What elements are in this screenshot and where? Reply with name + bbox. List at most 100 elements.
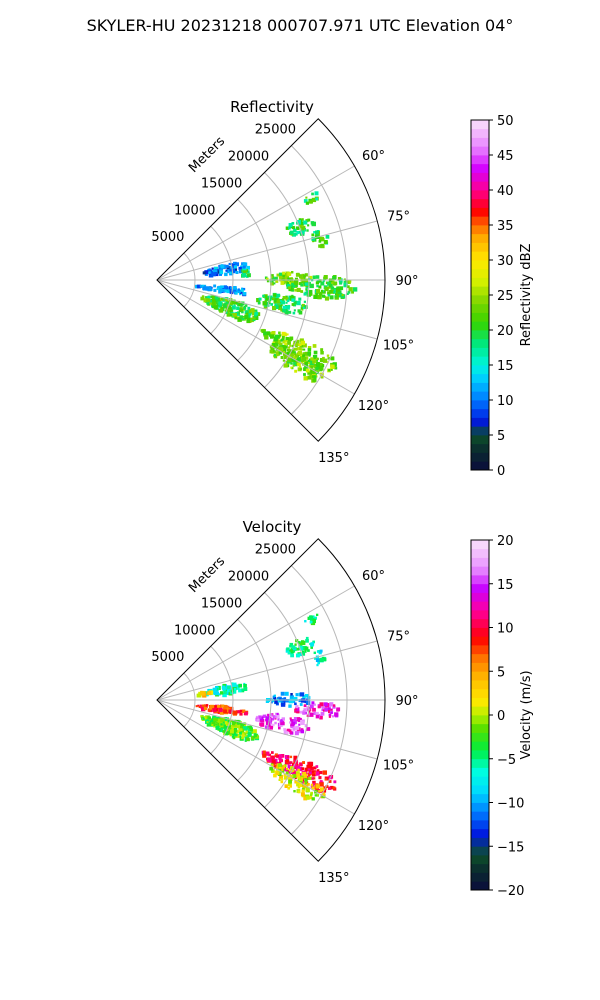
echo-gate xyxy=(238,266,242,271)
echo-gate xyxy=(231,732,235,736)
colorbar-tick-label: 10 xyxy=(497,622,514,637)
colorbar-swatch xyxy=(471,338,489,348)
echo-gate xyxy=(289,721,292,724)
echo-gate xyxy=(226,706,229,709)
colorbar-swatch xyxy=(471,128,489,138)
echo-gate xyxy=(313,766,317,770)
echo-gate xyxy=(289,649,294,655)
echo-gate xyxy=(312,373,317,378)
colorbar-swatch xyxy=(471,540,489,550)
echo-gate xyxy=(316,650,320,653)
echo-gate xyxy=(311,618,316,624)
echo-gate xyxy=(307,370,312,375)
echo-gate xyxy=(298,297,302,301)
echo-gate xyxy=(212,269,218,274)
echo-gate xyxy=(276,755,279,758)
echo-gate xyxy=(262,301,267,306)
echo-gate xyxy=(203,284,207,288)
echo-gate xyxy=(311,221,316,227)
echo-gate xyxy=(299,710,303,714)
echo-gate xyxy=(285,759,289,763)
echo-gate xyxy=(239,291,242,294)
echo-gate xyxy=(274,303,277,306)
echo-gate xyxy=(208,691,212,695)
echo-gate xyxy=(230,729,234,734)
echo-field xyxy=(195,613,341,801)
echo-gate xyxy=(205,715,210,720)
echo-gate xyxy=(287,755,290,758)
echo-gate xyxy=(304,351,309,356)
echo-gate xyxy=(281,348,287,353)
echo-gate xyxy=(322,770,327,775)
echo-gate xyxy=(312,377,317,382)
echo-gate xyxy=(310,365,314,369)
echo-gate xyxy=(202,271,206,275)
echo-gate xyxy=(287,764,292,769)
echo-gate xyxy=(295,725,300,730)
echo-gate xyxy=(272,723,275,727)
echo-gate xyxy=(304,273,308,277)
echo-gate xyxy=(296,287,301,292)
echo-gate xyxy=(304,694,309,698)
echo-gate xyxy=(278,346,283,351)
echo-gate xyxy=(331,280,335,284)
echo-gate xyxy=(232,313,237,318)
echo-gate xyxy=(215,297,220,302)
echo-gate xyxy=(295,339,300,344)
echo-gate xyxy=(218,301,223,306)
echo-gate xyxy=(260,718,265,723)
echo-gate xyxy=(315,275,320,279)
echo-gate xyxy=(327,357,330,360)
echo-gate xyxy=(220,264,225,269)
echo-gate xyxy=(311,797,315,801)
echo-gate xyxy=(313,375,317,379)
echo-gate xyxy=(276,339,281,344)
echo-gate xyxy=(213,284,217,288)
echo-gate xyxy=(275,279,279,283)
echo-gate xyxy=(328,369,331,372)
echo-gate xyxy=(271,343,276,347)
echo-gate xyxy=(302,306,305,310)
colorbar-swatch xyxy=(471,163,489,173)
echo-gate xyxy=(318,291,323,296)
echo-gate xyxy=(278,754,283,759)
echo-gate xyxy=(285,699,289,703)
echo-gate xyxy=(324,286,329,292)
echo-gate xyxy=(313,651,316,654)
echo-gate xyxy=(239,731,242,735)
echo-gate xyxy=(275,713,280,719)
echo-gate xyxy=(281,778,284,781)
echo-gate xyxy=(279,342,283,346)
echo-gate xyxy=(220,297,224,301)
echo-gate xyxy=(320,375,324,379)
echo-gate xyxy=(241,310,244,314)
colorbar-swatch xyxy=(471,688,489,698)
colorbar-swatch xyxy=(471,697,489,707)
echo-gate xyxy=(317,294,322,300)
echo-gate xyxy=(304,356,309,360)
echo-gate xyxy=(284,768,288,772)
colorbar-swatch xyxy=(471,776,489,786)
echo-gate xyxy=(274,341,278,344)
echo-gate xyxy=(233,687,237,691)
echo-gate xyxy=(230,724,234,728)
echo-gate xyxy=(324,778,327,781)
echo-gate xyxy=(203,286,206,290)
echo-gate xyxy=(249,728,253,732)
echo-gate xyxy=(242,287,246,291)
echo-gate xyxy=(201,295,205,298)
echo-gate xyxy=(239,728,243,731)
echo-gate xyxy=(273,354,277,357)
radial-axis-label: Meters xyxy=(186,134,228,176)
echo-gate xyxy=(326,354,330,357)
echo-gate xyxy=(318,790,321,793)
echo-gate xyxy=(295,779,299,783)
echo-gate xyxy=(308,354,311,357)
echo-gate xyxy=(297,782,302,787)
echo-gate xyxy=(253,733,257,738)
colorbar-swatch xyxy=(471,172,489,182)
echo-gate xyxy=(293,719,296,722)
echo-gate xyxy=(307,346,312,350)
echo-gate xyxy=(279,697,282,700)
echo-gate xyxy=(317,661,320,665)
